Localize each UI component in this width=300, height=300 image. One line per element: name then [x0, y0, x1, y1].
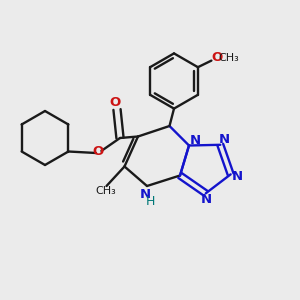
Text: N: N: [231, 170, 242, 183]
Text: N: N: [140, 188, 151, 202]
Text: N: N: [200, 194, 211, 206]
Text: N: N: [189, 134, 201, 147]
Text: H: H: [145, 195, 155, 208]
Text: O: O: [212, 51, 223, 64]
Text: CH₃: CH₃: [218, 52, 239, 63]
Text: N: N: [218, 133, 230, 146]
Text: O: O: [93, 145, 104, 158]
Text: CH₃: CH₃: [95, 186, 116, 197]
Text: O: O: [110, 96, 121, 110]
